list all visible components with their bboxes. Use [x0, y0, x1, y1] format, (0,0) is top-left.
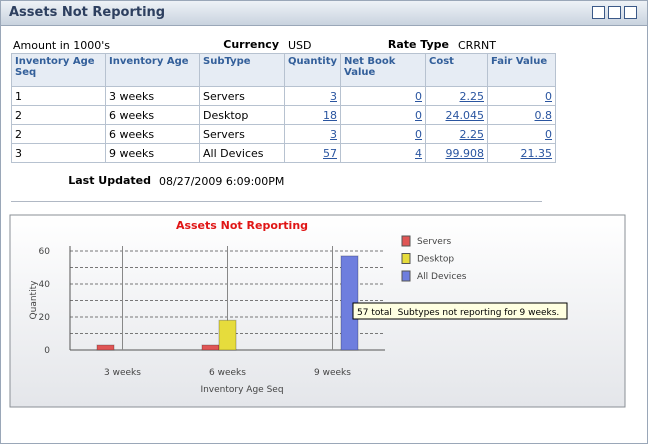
value-link[interactable]: 3	[330, 127, 337, 141]
value-link[interactable]: 0	[545, 89, 552, 103]
value-link[interactable]: 2.25	[459, 89, 485, 103]
value-link[interactable]: 0	[415, 108, 422, 122]
link-cell: 21.35	[487, 143, 556, 163]
column-header: Net Book Value	[340, 53, 426, 87]
column-header: Inventory Age Seq	[11, 53, 106, 87]
value-link[interactable]: 18	[323, 108, 337, 122]
cell: Servers	[199, 124, 285, 144]
value-link[interactable]: 3	[330, 89, 337, 103]
value-link[interactable]: 0	[415, 127, 422, 141]
y-tick-label: 20	[39, 313, 51, 323]
x-tick-label: 3 weeks	[104, 368, 141, 378]
x-tick-label: 6 weeks	[209, 368, 246, 378]
value-link[interactable]: 2.25	[459, 127, 485, 141]
separator	[11, 201, 542, 202]
value-link[interactable]: 24.045	[445, 108, 485, 122]
legend-label: Desktop	[417, 255, 454, 265]
legend-label: All Devices	[417, 272, 467, 282]
currency-label: Currency	[223, 38, 279, 51]
column-header: Fair Value	[487, 53, 556, 87]
minimize-button[interactable]	[608, 6, 621, 19]
value-link[interactable]: 57	[323, 146, 337, 160]
legend-swatch	[401, 270, 411, 282]
legend-swatch	[401, 235, 411, 247]
header-bar: Assets Not Reporting	[1, 1, 647, 26]
cell: Desktop	[199, 105, 285, 125]
legend-label: Servers	[417, 237, 452, 247]
chart-title: Assets Not Reporting	[176, 219, 308, 232]
y-tick-label: 40	[39, 280, 51, 290]
assets-table: Inventory Age Seq Inventory Age SubType Qua…	[11, 53, 556, 163]
close-button[interactable]	[624, 6, 637, 19]
currency-value: USD	[288, 39, 312, 52]
link-cell: 99.908	[425, 143, 488, 163]
tooltip-box	[352, 302, 568, 320]
tooltip-text: 57 total Subtypes not reporting for 9 we…	[357, 308, 559, 318]
bar	[201, 344, 220, 351]
cell: 9 weeks	[105, 143, 200, 163]
rate-type-label: Rate Type	[387, 38, 449, 51]
cell: 6 weeks	[105, 124, 200, 144]
bar	[218, 319, 237, 351]
x-axis-label: Inventory Age Seq	[200, 385, 283, 395]
column-header: Inventory Age	[105, 53, 200, 87]
column-header: Cost	[425, 53, 488, 87]
cell: All Devices	[199, 143, 285, 163]
value-link[interactable]: 0.8	[534, 108, 553, 122]
link-cell: 2.25	[425, 124, 488, 144]
last-updated-label: Last Updated	[68, 174, 151, 187]
value-link[interactable]: 4	[415, 146, 422, 160]
value-link[interactable]: 0	[545, 127, 552, 141]
column-header: SubType	[199, 53, 285, 87]
y-axis-label: Quantity	[29, 280, 39, 320]
legend-swatch	[401, 253, 411, 264]
last-updated-value: 08/27/2009 6:09:00PM	[159, 175, 285, 188]
bar	[96, 344, 115, 351]
y-tick-label: 0	[44, 346, 50, 356]
link-cell: 57	[284, 143, 341, 163]
rate-type-value: CRRNT	[458, 39, 496, 52]
amount-note: Amount in 1000's	[13, 39, 110, 52]
refresh-button[interactable]	[592, 6, 605, 19]
value-link[interactable]: 0	[415, 89, 422, 103]
x-tick-label: 9 weeks	[314, 368, 351, 378]
y-tick-label: 60	[39, 247, 51, 257]
value-link[interactable]: 21.35	[520, 146, 553, 160]
header-row: Inventory Age Seq Inventory Age SubType Qua…	[11, 53, 556, 87]
pagelet-title: Assets Not Reporting	[9, 5, 166, 20]
value-link[interactable]: 99.908	[445, 146, 485, 160]
